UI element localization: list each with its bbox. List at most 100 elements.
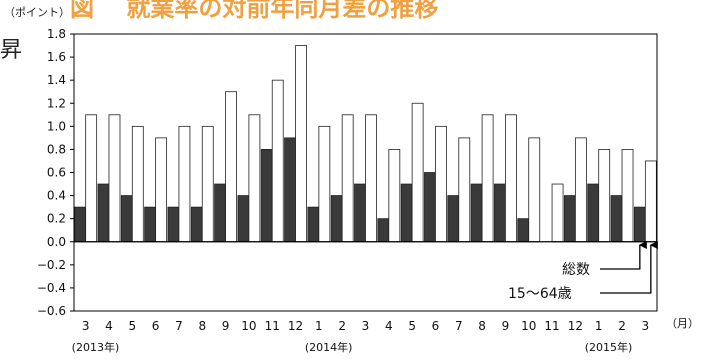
bar-age15-64 [318, 125, 331, 243]
x-tick-label: 5 [408, 319, 416, 333]
x-tick-label: 11 [544, 319, 559, 333]
x-tick-label: 8 [478, 319, 486, 333]
x-tick-label: 9 [222, 319, 230, 333]
bar-total [610, 195, 623, 243]
bar-total [587, 183, 600, 243]
y-tick-label: 0.6 [47, 166, 66, 180]
y-tick-label: 1.8 [47, 27, 66, 41]
bar-total [284, 137, 296, 243]
bar-age15-64 [621, 149, 634, 243]
y-tick-label: −0.4 [37, 281, 66, 295]
x-tick-label: 10 [241, 319, 256, 333]
y-tick-label: −0.2 [37, 258, 66, 272]
bar-age15-64 [201, 125, 214, 243]
bar-age15-64 [505, 114, 517, 243]
x-tick-label: 3 [362, 319, 370, 333]
x-tick-label: 12 [568, 319, 583, 333]
bar-total [563, 195, 576, 243]
bar-age15-64 [271, 79, 284, 243]
side-text-fragment: 昇 [0, 38, 23, 63]
bar-age15-64 [155, 137, 168, 243]
bar-age15-64 [388, 149, 401, 243]
chart-title-fragment: 図 就業率の対前年同月差の推移 [70, 0, 439, 22]
y-tick-label: −0.6 [37, 304, 66, 318]
x-tick-label: 7 [455, 319, 463, 333]
bar-total [167, 206, 180, 243]
bar-age15-64 [644, 160, 657, 243]
legend-label-total: 総数 [562, 262, 590, 278]
bar-age15-64 [551, 183, 564, 243]
labels-group: 1.8 1.6 1.4 1.2 1.0 0.8 0.6 0.4 0.2 0.0 −0.2 −0.4 −0… [37, 27, 699, 354]
x-tick-label: 10 [521, 319, 536, 333]
x-axis-unit-label: （月） [666, 317, 699, 330]
bar-total [74, 206, 87, 243]
year-label: (2013年) [72, 340, 120, 354]
x-tick-label: 2 [618, 319, 626, 333]
x-tick-label: 5 [128, 319, 136, 333]
y-tick-label: 1.0 [47, 119, 66, 133]
x-tick-label: 11 [265, 319, 280, 333]
bar-total [97, 183, 110, 243]
bar-age15-64 [225, 91, 237, 243]
bar-total [144, 206, 157, 243]
bar-age15-64 [598, 149, 611, 243]
x-tick-label: 9 [502, 319, 510, 333]
bar-total [400, 183, 413, 243]
x-tick-label: 4 [105, 319, 113, 333]
x-tick-label: 6 [152, 319, 160, 333]
y-tick-label: 0.0 [47, 235, 66, 249]
y-tick-label: 1.4 [47, 73, 66, 87]
x-tick-label: 2 [338, 319, 346, 333]
year-label: (2014年) [305, 340, 353, 354]
year-label: (2015年) [585, 340, 633, 354]
bar-total [377, 218, 390, 243]
bar-total [424, 172, 436, 243]
y-tick-label: 1.2 [47, 96, 66, 110]
bar-total [190, 206, 203, 243]
bar-total [120, 195, 133, 243]
y-tick-label: 0.2 [47, 212, 66, 226]
bar-total [354, 183, 366, 243]
bar-age15-64 [411, 102, 424, 243]
y-tick-label: 0.4 [47, 189, 66, 203]
bar-age15-64 [295, 45, 307, 243]
x-tick-label: 3 [82, 319, 90, 333]
bar-age15-64 [435, 125, 447, 243]
bar-age15-64 [365, 114, 377, 243]
x-tick-label: 8 [198, 319, 206, 333]
bar-age15-64 [178, 125, 191, 243]
bar-age15-64 [248, 114, 261, 243]
y-axis-unit-label: （ポイント） [4, 6, 70, 19]
legend-label-age15-64: 15〜64歳 [508, 286, 572, 302]
bar-age15-64 [481, 114, 494, 243]
bar-total [517, 218, 530, 243]
bar-age15-64 [108, 114, 121, 243]
bar-total [494, 183, 506, 243]
bar-total [260, 149, 273, 243]
bar-total [447, 195, 460, 243]
bar-age15-64 [131, 125, 144, 243]
x-tick-label: 7 [175, 319, 183, 333]
bar-age15-64 [85, 114, 98, 243]
x-tick-label: 12 [288, 319, 303, 333]
bar-age15-64 [458, 137, 471, 243]
bar-total [633, 206, 646, 243]
y-tick-label: 1.6 [47, 50, 66, 64]
x-tick-label: 6 [432, 319, 440, 333]
legend-arrow-total [600, 241, 647, 270]
bar-age15-64 [528, 137, 541, 243]
bar-total [214, 183, 226, 243]
bars-group [74, 45, 657, 243]
legend-callouts: 総数 15〜64歳 [508, 241, 658, 302]
legend-arrow-age15-64 [600, 241, 658, 294]
bar-age15-64 [574, 137, 587, 243]
bar-total [330, 195, 343, 243]
bar-age15-64 [341, 114, 354, 243]
y-tick-label: 0.8 [47, 142, 66, 156]
bar-total [237, 195, 250, 243]
bar-total [470, 183, 483, 243]
bar-total [307, 206, 320, 243]
x-tick-label: 1 [595, 319, 603, 333]
x-tick-label: 3 [642, 319, 650, 333]
